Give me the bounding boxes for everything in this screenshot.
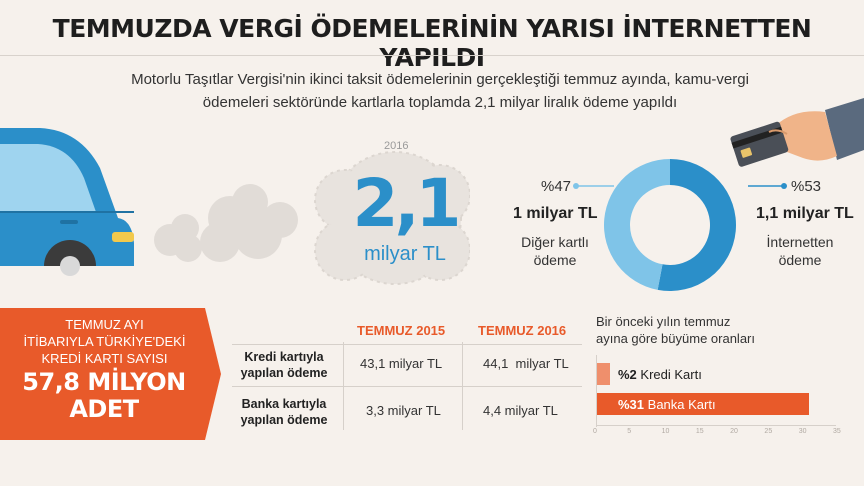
car-icon [0,128,150,288]
hand-card-icon [730,98,864,167]
title-divider [0,55,864,56]
growth-tick-label: 25 [764,428,773,435]
growth-title-line1: Bir önceki yılın temmuz [596,314,731,329]
growth-bar [596,363,610,385]
card-count-caption: TEMMUZ AYI İTİBARIYLA TÜRKİYE'DEKİ KREDİ… [12,316,197,367]
table-cell: 44,1 milyar TL [483,356,569,371]
table-col-divider-1 [343,342,344,430]
growth-tick-label: 35 [833,428,841,435]
table-cell: 43,1 milyar TL [360,356,443,371]
donut-right-percent: %53 [791,178,822,195]
donut-right-label-line1: İnternetten [766,234,834,250]
growth-bar-label: %31 Banka Kartı [618,397,716,412]
card-count-box-pointer [205,308,221,440]
card-count-line1: TEMMUZ AYI [65,317,144,332]
table-cell: 3,3 milyar TL [366,403,441,418]
growth-bar-label: %2 Kredi Kartı [618,367,702,382]
donut-segment-other [604,159,670,290]
total-unit: milyar TL [364,243,446,265]
donut-right-amount: 1,1 milyar TL [756,205,854,222]
growth-bar-percent: %2 [618,367,637,382]
table-header-2016: TEMMUZ 2016 [478,323,567,338]
card-count-value: 57,8 MİLYON ADET [6,369,202,423]
growth-tick-label: 10 [661,428,670,435]
donut-connectors [573,183,787,189]
table-cell: 4,4 milyar TL [483,403,558,418]
growth-vertical-axis [596,355,597,427]
donut-left-label-line1: Diğer kartlı [521,234,589,250]
donut-right-label: İnternetten ödeme [750,233,850,269]
table-row-label: Kredi kartıyla yapılan ödeme [228,349,340,381]
donut-left-label: Diğer kartlı ödeme [505,233,605,269]
row1-label-line2: yapılan ödeme [240,366,328,380]
donut-left-percent: %47 [541,178,572,195]
growth-bar-name: Kredi Kartı [636,367,702,382]
subtitle: Motorlu Taşıtlar Vergisi'nin ikinci taks… [131,71,749,111]
growth-tick-label: 15 [695,428,704,435]
card-count-box [0,308,205,440]
card-count-line3: KREDİ KARTI SAYISI [41,351,168,366]
donut-segment-internet [657,159,736,291]
donut-right-label-line2: ödeme [778,252,822,268]
growth-bar-chart: %2 Kredi Kartı %31 Banka Kartı 0 5 10 15 20 25 3… [593,355,841,445]
total-year: 2016 [384,140,409,152]
growth-bar [596,393,809,415]
row1-label-line1: Kredi kartıyla [244,350,324,364]
growth-title-line2: ayına göre büyüme oranları [596,331,755,346]
card-count-line2: İTİBARIYLA TÜRKİYE'DEKİ [23,334,186,349]
growth-tick-label: 30 [798,428,807,435]
table-row-divider [232,386,582,387]
donut-left-amount: 1 milyar TL [513,205,598,222]
page-title: TEMMUZDA VERGİ ÖDEMELERİNİN YARISI İNTER… [52,14,812,72]
card-count-big1: 57,8 MİLYON [22,368,186,396]
donut-left-label-line2: ödeme [533,252,577,268]
growth-tick-label: 0 [593,428,597,435]
total-value: 2,1 [352,165,462,242]
growth-tick-label: 20 [730,428,738,435]
row2-label-line1: Banka kartıyla [241,397,327,411]
card-count-big2: ADET [69,395,139,423]
donut-chart-icon [604,159,736,291]
table-row-label: Banka kartıyla yapılan ödeme [228,396,340,428]
table-header-2015: TEMMUZ 2015 [357,323,446,338]
table-header-divider [232,344,582,345]
growth-tick-label: 5 [627,428,632,435]
growth-bar-percent: %31 [618,397,645,412]
growth-bar-name: Banka Kartı [644,397,716,412]
growth-title: Bir önceki yılın temmuz ayına göre büyüm… [596,313,755,347]
row2-label-line2: yapılan ödeme [240,413,328,427]
growth-axis [596,425,836,426]
table-col-divider-2 [462,342,463,430]
smoke-cloud-icon [154,151,470,285]
